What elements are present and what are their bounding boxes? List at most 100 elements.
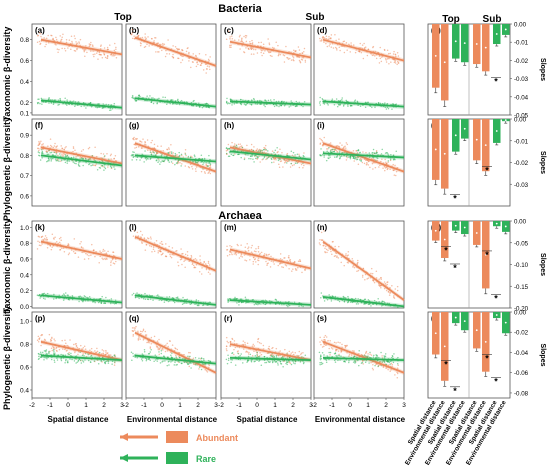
scatter-point [294, 50, 296, 53]
scatter-point [60, 236, 62, 239]
scatter-point [230, 245, 233, 248]
scatter-point [133, 35, 135, 37]
panel-label: (s) [317, 314, 327, 323]
scatter-point [381, 355, 383, 357]
scatter-point [38, 337, 41, 339]
scatter-point [96, 106, 98, 109]
scatter-point [96, 168, 99, 171]
scatter-point [225, 152, 228, 155]
scatter-point [107, 103, 110, 106]
scatter-panel-i: (i) [313, 118, 405, 207]
scatter-point [347, 103, 349, 106]
scatter-point [60, 359, 63, 362]
scatter-point [64, 339, 66, 342]
scatter-point [329, 339, 331, 342]
scatter-point [208, 264, 211, 266]
scatter-point [396, 362, 399, 365]
scatter-point [102, 157, 104, 160]
scatter-point [242, 42, 244, 44]
scatter-point [255, 261, 257, 263]
scatter-point [363, 42, 365, 45]
scatter-point [330, 46, 333, 48]
scatter-point [198, 106, 201, 108]
scatter-point [63, 293, 65, 295]
scatter-point [346, 49, 348, 51]
scatter-point [283, 161, 286, 164]
scatter-point [340, 261, 342, 264]
scatter-point [38, 142, 40, 144]
scatter-point [99, 48, 102, 50]
scatter-point [249, 155, 252, 157]
scatter-point [328, 36, 330, 38]
scatter-point [241, 256, 244, 258]
scatter-point [91, 44, 94, 46]
scatter-point [55, 159, 57, 162]
scatter-point [71, 100, 73, 103]
scatter-point [322, 37, 325, 39]
scatter-point [389, 370, 391, 372]
scatter-point [166, 53, 168, 55]
scatter-point [354, 361, 357, 363]
scatter-point [349, 157, 352, 160]
scatter-point [167, 147, 170, 149]
scatter-point [284, 348, 286, 351]
scatter-point [90, 164, 92, 167]
scatter-point [247, 247, 249, 250]
scatter-point [260, 342, 262, 345]
scatter-point [44, 235, 47, 237]
scatter-point [234, 296, 236, 299]
scatter-point [152, 97, 154, 99]
scatter-point [176, 250, 178, 252]
scatter-point [388, 62, 390, 65]
scatter-point [64, 147, 66, 149]
scatter-point [275, 159, 277, 161]
scatter-point [226, 97, 228, 100]
scatter-point [102, 106, 105, 109]
scatter-point [139, 330, 142, 333]
scatter-point [198, 368, 200, 370]
scatter-point [107, 352, 109, 354]
scatter-point [346, 261, 349, 264]
abundant-fit-line [134, 36, 217, 67]
scatter-point [188, 365, 190, 368]
scatter-point [393, 61, 396, 64]
scatter-point [158, 51, 160, 53]
scatter-point [143, 46, 146, 49]
scatter-point [55, 38, 58, 41]
scatter-point [260, 49, 262, 51]
y-tick-label: 0.6 [20, 58, 29, 65]
scatter-point [52, 154, 54, 157]
scatter-point [144, 330, 147, 333]
scatter-point [110, 264, 112, 266]
scatter-point [64, 155, 67, 158]
scatter-point [156, 145, 159, 147]
scatter-point [180, 165, 182, 167]
scatter-point [40, 236, 43, 238]
scatter-point [73, 343, 75, 346]
row-label-2: Phylogenetic β-diversity [2, 117, 12, 221]
scatter-point [292, 55, 294, 58]
scatter-point [323, 300, 326, 302]
scatter-point [105, 257, 107, 260]
scatter-point [253, 250, 256, 252]
scatter-point [246, 342, 249, 344]
scatter-point [115, 56, 118, 59]
scatter-point [186, 251, 189, 253]
scatter-point [178, 151, 180, 154]
scatter-point [196, 61, 198, 63]
scatter-point [273, 47, 275, 49]
scatter-point [87, 147, 90, 150]
scatter-point [389, 52, 391, 55]
scatter-point [249, 103, 251, 105]
scatter-point [38, 149, 40, 152]
scatter-point [103, 169, 105, 171]
scatter-point [292, 362, 295, 364]
scatter-point [266, 49, 269, 52]
scatter-point [381, 56, 383, 58]
scatter-point [372, 369, 374, 371]
scatter-point [300, 352, 303, 354]
scatter-point [50, 145, 53, 148]
scatter-point [340, 351, 342, 353]
scatter-point [188, 351, 190, 354]
scatter-point [53, 238, 55, 240]
